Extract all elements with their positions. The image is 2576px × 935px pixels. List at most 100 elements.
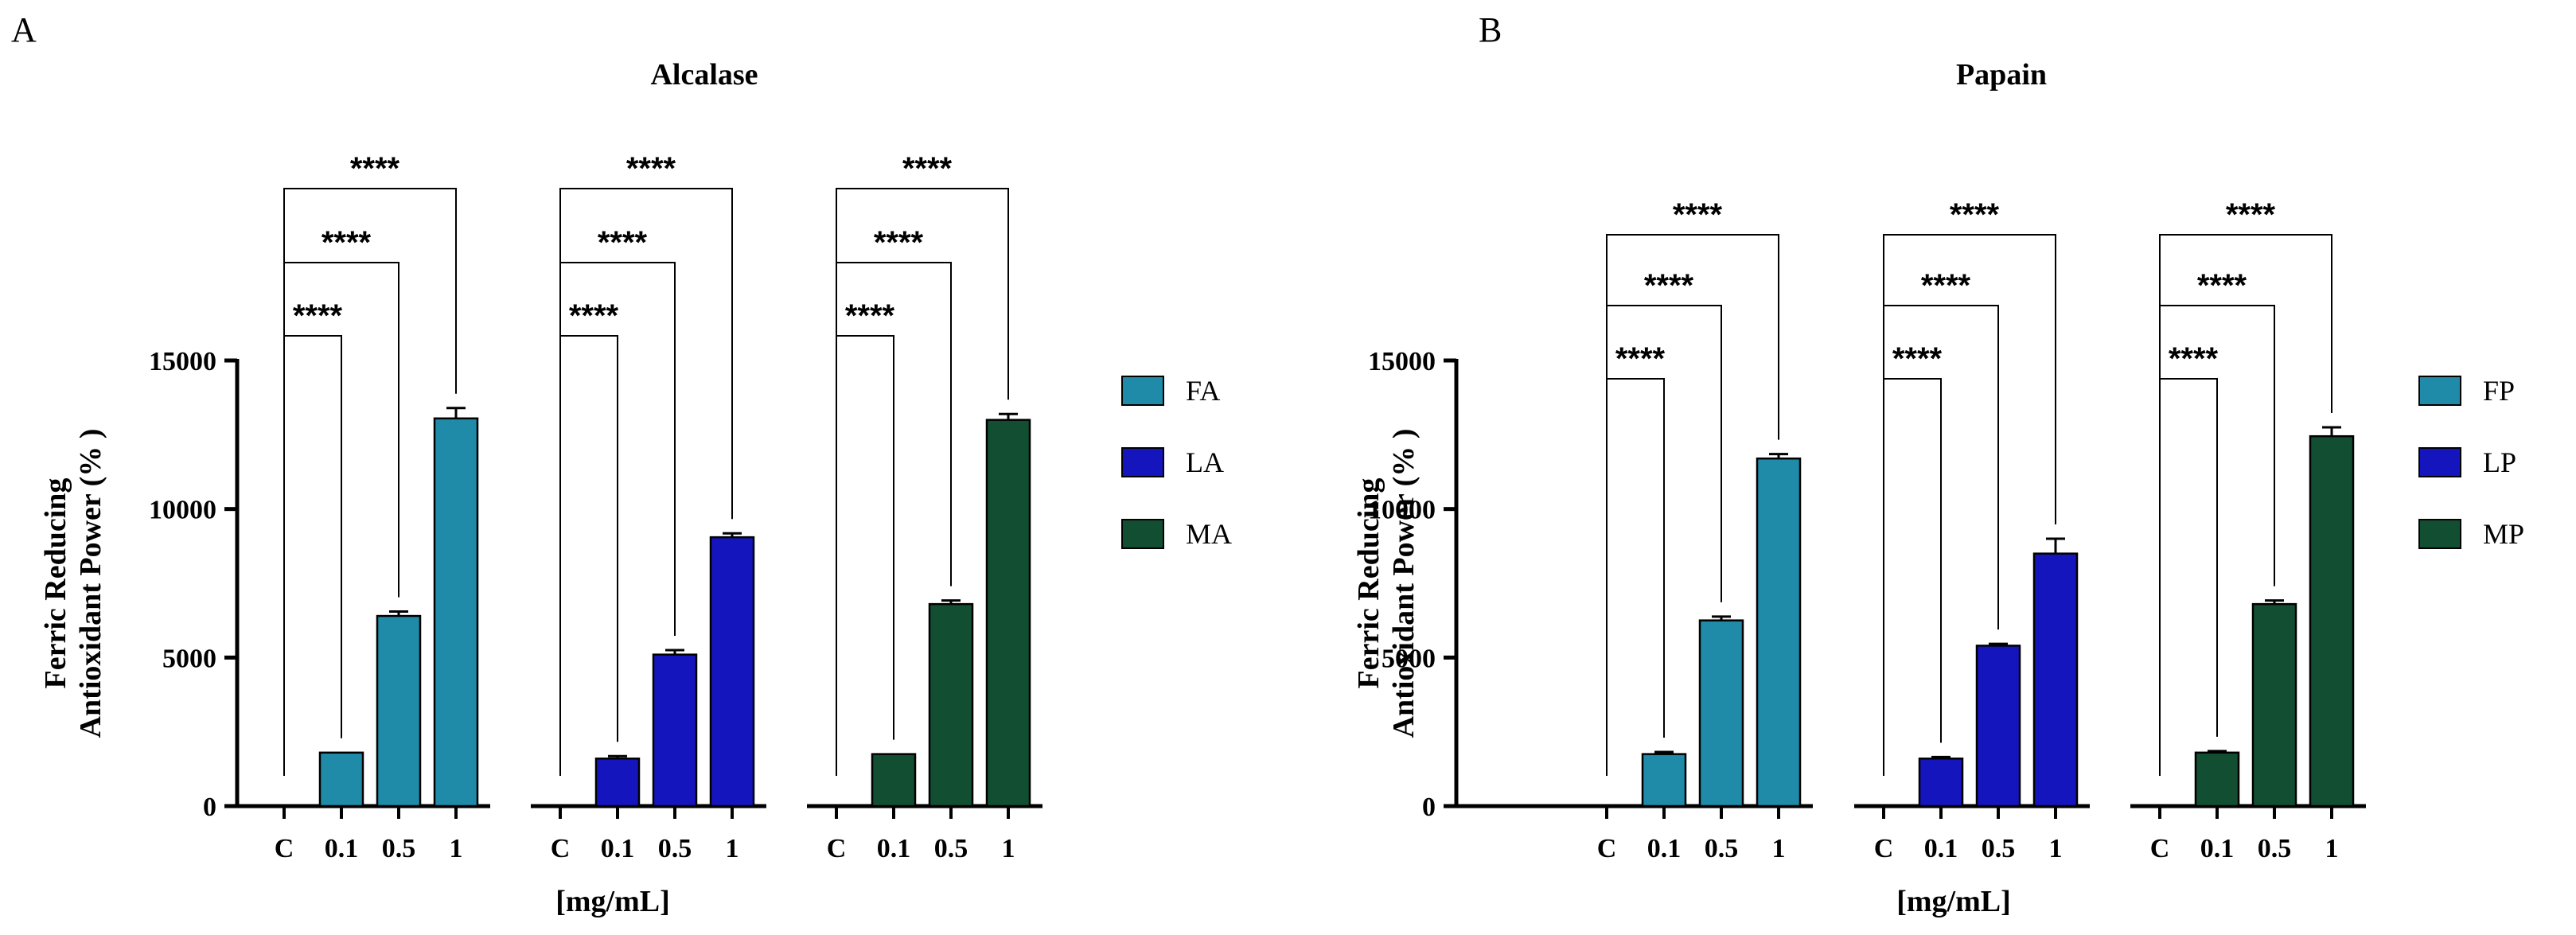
y-axis-label-line-1: Ferric Reducing bbox=[39, 478, 72, 689]
y-tick-label: 5000 bbox=[162, 644, 216, 673]
significance-label: **** bbox=[2169, 341, 2219, 376]
legend-label: LA bbox=[1186, 446, 1224, 478]
x-tick-label: C bbox=[1597, 834, 1617, 863]
x-tick-label: 0.5 bbox=[1705, 834, 1739, 863]
x-tick-label: 0.1 bbox=[1647, 834, 1682, 863]
x-tick-label: 0.5 bbox=[934, 834, 968, 863]
bar bbox=[433, 417, 479, 808]
legend-label: MP bbox=[2483, 518, 2524, 550]
panel-letter: B bbox=[1479, 10, 1502, 49]
significance-bracket bbox=[1883, 378, 1942, 776]
x-tick-label: 0.5 bbox=[382, 834, 416, 863]
bar bbox=[376, 614, 422, 808]
significance-label: **** bbox=[2226, 197, 2276, 232]
chart-title: Alcalase bbox=[650, 58, 758, 92]
x-tick-label: 0.5 bbox=[1982, 834, 2016, 863]
x-tick-label: 1 bbox=[726, 834, 739, 863]
x-tick-label: 0.5 bbox=[658, 834, 692, 863]
y-tick-label: 10000 bbox=[149, 496, 216, 525]
bar bbox=[1756, 457, 1802, 808]
y-tick-label: 5000 bbox=[1382, 644, 1436, 673]
significance-label: **** bbox=[2197, 268, 2247, 303]
legend-label: LP bbox=[2483, 446, 2516, 478]
bar bbox=[1641, 753, 1687, 808]
significance-label: **** bbox=[902, 151, 953, 186]
x-tick-label: C bbox=[275, 834, 294, 863]
y-tick-label: 10000 bbox=[1368, 496, 1436, 525]
significance-bracket bbox=[283, 188, 457, 776]
x-tick-label: 1 bbox=[1772, 834, 1786, 863]
bar bbox=[1918, 758, 1964, 808]
x-tick-label: 0.1 bbox=[601, 834, 635, 863]
y-tick-label: 0 bbox=[203, 793, 216, 822]
bar bbox=[871, 753, 917, 808]
bar bbox=[1698, 619, 1744, 808]
significance-bracket bbox=[559, 335, 618, 776]
legend-swatch bbox=[1121, 447, 1164, 477]
significance-label: **** bbox=[1673, 197, 1723, 232]
panel-a: A Alcalase 0 5000 10000 15000 Ferric Reducing A… bbox=[11, 10, 1232, 918]
bar bbox=[652, 653, 698, 808]
x-tick-label: C bbox=[827, 834, 847, 863]
significance-bracket bbox=[2159, 378, 2218, 776]
x-tick-label: 0.1 bbox=[325, 834, 359, 863]
significance-bracket bbox=[559, 188, 733, 776]
x-tick-label: C bbox=[1874, 834, 1894, 863]
y-axis-label-line-2: Antioxidant Power (% ) bbox=[74, 429, 107, 738]
bar bbox=[2194, 751, 2240, 808]
bar bbox=[2309, 434, 2355, 808]
bar bbox=[2251, 602, 2297, 808]
legend-swatch bbox=[2418, 447, 2461, 477]
bar bbox=[709, 536, 755, 808]
significance-label: **** bbox=[569, 298, 619, 333]
legend-label: FP bbox=[2483, 375, 2515, 407]
legend-label: MA bbox=[1186, 518, 1232, 550]
y-tick-label: 0 bbox=[1422, 793, 1436, 822]
significance-label: **** bbox=[626, 151, 676, 186]
legend-label: FA bbox=[1186, 375, 1220, 407]
x-tick-label: 1 bbox=[450, 834, 463, 863]
significance-label: **** bbox=[1892, 341, 1943, 376]
panel-letter: A bbox=[11, 10, 37, 49]
significance-bracket bbox=[2159, 234, 2332, 776]
bar bbox=[1975, 645, 2021, 808]
x-tick-label: 0.1 bbox=[877, 834, 911, 863]
x-tick-label: 1 bbox=[2049, 834, 2063, 863]
significance-label: **** bbox=[598, 225, 648, 260]
legend-swatch bbox=[2418, 376, 2461, 406]
bar bbox=[985, 419, 1031, 808]
x-tick-label: C bbox=[2150, 834, 2170, 863]
bar bbox=[594, 758, 641, 808]
significance-label: **** bbox=[845, 298, 895, 333]
significance-label: **** bbox=[350, 151, 400, 186]
y-tick-label: 15000 bbox=[149, 347, 216, 376]
significance-label: **** bbox=[322, 225, 372, 260]
x-tick-label: 0.1 bbox=[1924, 834, 1958, 863]
significance-bracket bbox=[836, 335, 894, 776]
significance-label: **** bbox=[1950, 197, 2000, 232]
bar bbox=[318, 751, 364, 808]
legend-swatch bbox=[1121, 376, 1164, 406]
y-axis-label-line-1: Ferric Reducing bbox=[1352, 478, 1385, 689]
significance-label: **** bbox=[1644, 268, 1694, 303]
x-axis-label: [mg/mL] bbox=[1896, 885, 2011, 918]
y-axis-label-line-2: Antioxidant Power (% ) bbox=[1387, 429, 1421, 738]
significance-label: **** bbox=[1615, 341, 1666, 376]
panel-b: B Papain 0 5000 10000 15000 Ferric Reducing Ant… bbox=[1352, 10, 2524, 918]
chart-title: Papain bbox=[1956, 58, 2047, 92]
significance-bracket bbox=[283, 335, 342, 776]
x-axis-label: [mg/mL] bbox=[555, 885, 670, 918]
significance-bracket bbox=[1883, 234, 2056, 776]
x-tick-label: 0.5 bbox=[2258, 834, 2292, 863]
significance-label: **** bbox=[874, 225, 924, 260]
x-tick-label: 1 bbox=[2325, 834, 2339, 863]
bar bbox=[928, 602, 974, 808]
y-tick-label: 15000 bbox=[1368, 347, 1436, 376]
significance-bracket bbox=[1606, 234, 1779, 776]
significance-label: **** bbox=[293, 298, 343, 333]
significance-bracket bbox=[836, 188, 1009, 776]
legend-swatch bbox=[1121, 519, 1164, 549]
significance-bracket bbox=[1606, 378, 1665, 776]
bar bbox=[2032, 552, 2079, 808]
